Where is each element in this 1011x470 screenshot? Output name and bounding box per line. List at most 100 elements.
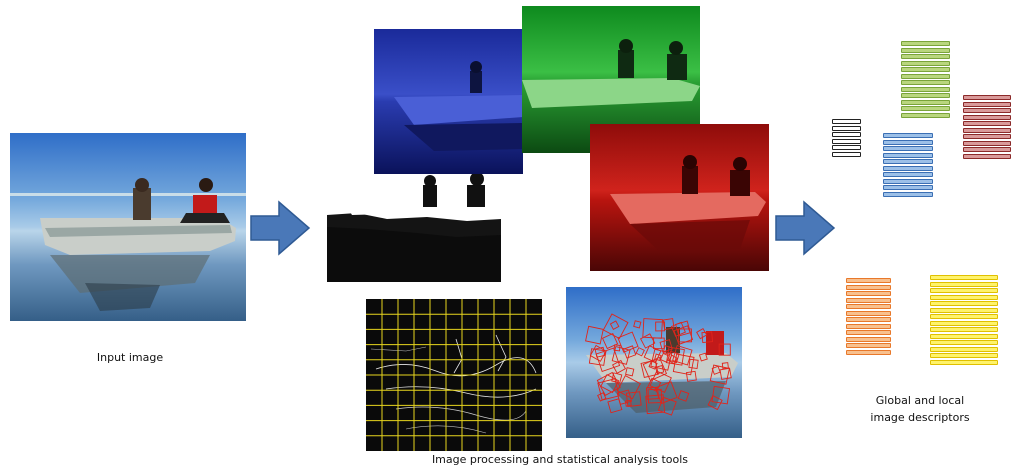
descriptor-bar xyxy=(963,127,1011,133)
keypoint-box xyxy=(585,325,604,345)
descriptor-bar xyxy=(963,153,1011,159)
keypoint-box xyxy=(672,353,695,376)
descriptor-bar xyxy=(832,151,861,157)
keypoint-box xyxy=(622,345,637,359)
keypoint-box xyxy=(688,358,699,369)
descriptor-bar xyxy=(883,172,933,177)
keypoint-box xyxy=(597,392,607,402)
descriptor-bar xyxy=(846,330,891,335)
descriptor-bar xyxy=(963,95,1011,100)
keypoint-box xyxy=(625,391,642,408)
keypoint-box xyxy=(647,377,662,392)
descriptor-bar xyxy=(883,178,933,184)
descriptor-bar xyxy=(901,106,950,111)
descriptor-bar xyxy=(901,54,950,59)
descriptor-bar xyxy=(883,139,933,145)
keypoint-box xyxy=(613,344,621,352)
keypoint-box xyxy=(655,321,666,332)
keypoint-box xyxy=(673,325,694,345)
descriptor-bar xyxy=(963,101,1011,107)
descriptors-caption-line2: image descriptors xyxy=(870,410,970,424)
descriptor-bar xyxy=(883,159,933,164)
descriptor-bar xyxy=(930,333,998,339)
descriptor-bar xyxy=(832,145,861,150)
descriptor-bar xyxy=(901,67,950,72)
descriptor-bar xyxy=(846,323,891,329)
descriptor-bar xyxy=(930,281,998,287)
keypoint-box xyxy=(654,381,678,405)
keypoint-box xyxy=(659,352,670,363)
descriptor-bar xyxy=(901,93,950,98)
descriptor-bar xyxy=(963,108,1011,113)
descriptor-bar xyxy=(832,119,861,124)
keypoint-box xyxy=(685,370,697,382)
keypoint-box xyxy=(611,372,623,384)
descriptor-bar xyxy=(832,132,861,137)
keypoint-box xyxy=(594,346,606,358)
descriptor-bar xyxy=(963,140,1011,146)
descriptor-stack-yellow xyxy=(930,275,998,366)
keypoint-box xyxy=(696,328,708,340)
keypoint-box xyxy=(600,373,620,394)
keypoint-box xyxy=(648,360,658,370)
descriptor-bar xyxy=(963,121,1011,126)
descriptor-bar xyxy=(930,340,998,345)
descriptor-bar xyxy=(846,304,891,309)
keypoint-box xyxy=(609,320,620,330)
keypoint-box xyxy=(711,365,721,375)
descriptor-bar xyxy=(930,288,998,293)
descriptor-bar xyxy=(883,185,933,190)
descriptor-bar xyxy=(963,147,1011,152)
descriptor-bar xyxy=(930,320,998,326)
descriptor-bar xyxy=(846,317,891,322)
keypoints-image xyxy=(566,287,742,438)
input-image xyxy=(10,133,246,321)
edge-grid-image xyxy=(366,299,542,451)
descriptor-bar xyxy=(930,294,998,300)
descriptor-bar xyxy=(846,284,891,290)
keypoint-box xyxy=(625,367,635,377)
arrow-right-2 xyxy=(775,200,836,256)
descriptor-bar xyxy=(901,99,950,105)
descriptor-stack-blue xyxy=(883,133,933,198)
keypoint-box xyxy=(635,347,645,357)
descriptor-bar xyxy=(901,112,950,118)
descriptors-caption-line1: Global and local xyxy=(875,394,965,407)
keypoint-box xyxy=(612,359,627,374)
keypoint-box xyxy=(707,395,723,411)
descriptor-bar xyxy=(846,278,891,283)
keypoint-box xyxy=(657,396,677,416)
descriptor-bar xyxy=(846,291,891,296)
descriptor-bar xyxy=(846,343,891,348)
keypoint-box xyxy=(589,344,607,362)
red-channel-image xyxy=(590,124,769,271)
descriptor-stack-green xyxy=(901,41,950,119)
keypoint-box xyxy=(616,375,641,400)
descriptor-bar xyxy=(930,301,998,306)
descriptor-bar xyxy=(901,41,950,46)
keypoint-box xyxy=(597,378,620,401)
keypoint-box xyxy=(653,337,665,350)
descriptor-bar xyxy=(930,275,998,280)
descriptor-bar xyxy=(930,353,998,358)
descriptor-stack-black xyxy=(832,119,861,158)
descriptor-bar xyxy=(846,336,891,342)
keypoint-box xyxy=(672,345,693,366)
keypoint-box xyxy=(718,343,731,356)
keypoint-box xyxy=(642,356,668,382)
descriptor-bar xyxy=(930,346,998,352)
descriptor-bar xyxy=(832,138,861,144)
descriptor-bar xyxy=(901,47,950,53)
descriptor-bar xyxy=(901,60,950,66)
descriptor-bar xyxy=(883,133,933,138)
keypoint-box xyxy=(645,394,666,415)
keypoint-box xyxy=(711,385,731,405)
descriptor-bar xyxy=(883,146,933,151)
descriptor-bar xyxy=(963,114,1011,120)
descriptor-stack-orange xyxy=(846,278,891,356)
descriptor-bar xyxy=(901,86,950,92)
descriptor-bar xyxy=(883,152,933,158)
keypoint-box xyxy=(701,331,714,343)
arrow-right-1 xyxy=(250,200,311,256)
keypoint-box xyxy=(719,367,732,380)
